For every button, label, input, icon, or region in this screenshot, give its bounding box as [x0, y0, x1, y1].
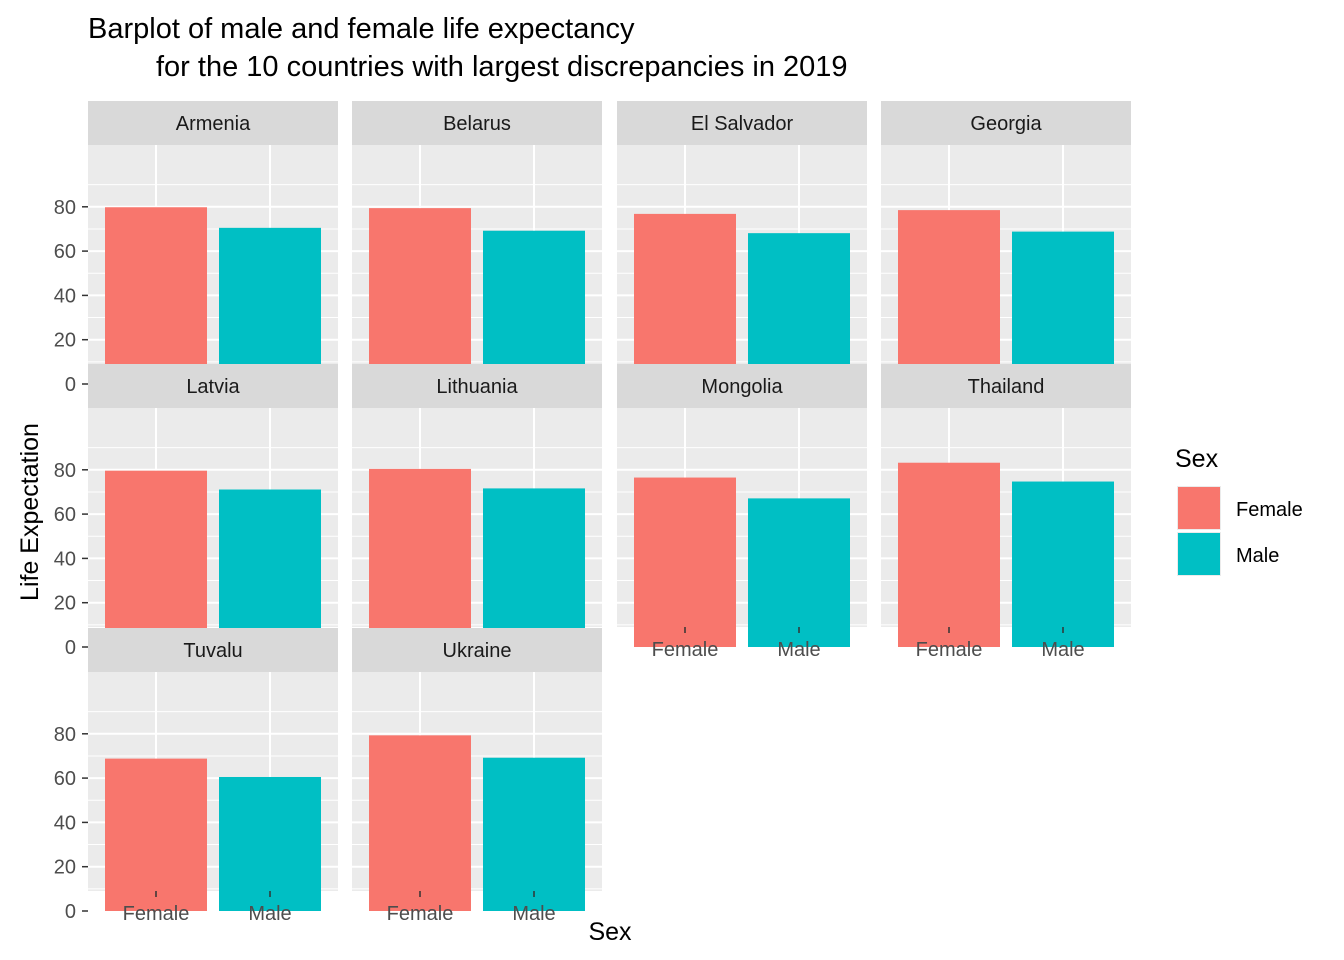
bar-male	[748, 233, 850, 384]
facet-panel: Latvia 0 20 40 60 80	[54, 364, 338, 659]
bar-female	[634, 477, 736, 647]
facet-strip-label: Armenia	[176, 113, 251, 135]
bar-male	[483, 488, 585, 647]
x-tick-label: Female	[123, 903, 190, 925]
x-tick-label: Male	[1041, 639, 1084, 661]
facet-panel: El Salvador	[617, 101, 867, 385]
y-tick-label: 0	[65, 901, 76, 923]
x-tick-label: Female	[916, 639, 983, 661]
facet-panel: Georgia	[881, 101, 1131, 385]
facet-panel: Belarus	[352, 101, 602, 385]
facet-strip	[88, 628, 338, 672]
bar-male	[748, 498, 850, 647]
bar-female	[898, 462, 1000, 647]
bar-female	[105, 207, 207, 384]
y-tick-label: 20	[54, 593, 76, 615]
legend-label: Male	[1236, 545, 1279, 567]
facet-panel: Ukraine Female Male	[352, 628, 602, 925]
y-tick-label: 40	[54, 812, 76, 834]
y-tick-label: 60	[54, 241, 76, 263]
y-tick-label: 20	[54, 330, 76, 352]
facet-strip	[88, 101, 338, 145]
bar-male	[1012, 481, 1114, 647]
bar-male	[1012, 231, 1114, 384]
bar-female	[634, 213, 736, 384]
bar-male	[219, 776, 321, 911]
legend: Sex Female Male	[1175, 445, 1303, 576]
x-tick-label: Male	[512, 903, 555, 925]
facet-panel: Armenia 0 20 40 60 80	[54, 101, 338, 396]
facet-strip-label: Thailand	[968, 376, 1045, 398]
bar-male	[219, 227, 321, 384]
facet-panel: Mongolia Female Male	[617, 364, 867, 661]
facet-strip-label: Georgia	[970, 113, 1042, 135]
facet-panel: Lithuania	[352, 364, 602, 648]
y-tick-label: 80	[54, 197, 76, 219]
facet-strip	[352, 101, 602, 145]
facet-strip-label: Lithuania	[436, 376, 518, 398]
facet-strip	[617, 364, 867, 408]
bar-male	[219, 489, 321, 647]
y-tick-label: 0	[65, 637, 76, 659]
x-axis-title: Sex	[588, 918, 632, 946]
bar-male	[483, 757, 585, 911]
chart-title-line-2: for the 10 countries with largest discre…	[156, 51, 848, 83]
y-tick-label: 20	[54, 857, 76, 879]
facet-strip-label: Belarus	[443, 113, 511, 135]
x-tick-label: Male	[248, 903, 291, 925]
facet-strip-label: Tuvalu	[183, 640, 242, 662]
facet-strip	[881, 101, 1131, 145]
facet-strip	[881, 364, 1131, 408]
x-tick-label: Male	[777, 639, 820, 661]
y-tick-label: 40	[54, 285, 76, 307]
facet-strip-label: Latvia	[186, 376, 240, 398]
legend-key-swatch	[1178, 487, 1220, 529]
legend-label: Female	[1236, 499, 1303, 521]
x-tick-label: Female	[652, 639, 719, 661]
facet-strip	[352, 364, 602, 408]
facet-strip	[617, 101, 867, 145]
facet-panels: Armenia 0 20 40 60 80 Belarus El Salvador Georgi…	[54, 101, 1131, 925]
bar-female	[369, 208, 471, 384]
facet-strip-label: El Salvador	[691, 113, 794, 135]
legend-title: Sex	[1175, 445, 1219, 473]
legend-key-swatch	[1178, 533, 1220, 575]
facet-strip	[88, 364, 338, 408]
y-tick-label: 60	[54, 504, 76, 526]
facet-strip-label: Ukraine	[443, 640, 512, 662]
y-axis-title: Life Expectation	[16, 423, 44, 601]
x-tick-label: Female	[387, 903, 454, 925]
y-tick-label: 40	[54, 548, 76, 570]
facet-panel: Tuvalu 0 20 40 60 80 Female Male	[54, 628, 338, 925]
bar-female	[105, 470, 207, 647]
y-tick-label: 60	[54, 768, 76, 790]
bar-female	[369, 735, 471, 911]
chart-title-line-1: Barplot of male and female life expectan…	[88, 13, 635, 45]
y-tick-label: 80	[54, 460, 76, 482]
facet-strip	[352, 628, 602, 672]
facet-strip-label: Mongolia	[701, 376, 783, 398]
bar-male	[483, 230, 585, 384]
y-tick-label: 80	[54, 724, 76, 746]
chart-title: Barplot of male and female life expectan…	[88, 13, 848, 83]
facet-panel: Thailand Female Male	[881, 364, 1131, 661]
bar-female	[105, 758, 207, 911]
y-tick-label: 0	[65, 374, 76, 396]
bar-female	[369, 468, 471, 647]
bar-female	[898, 210, 1000, 384]
